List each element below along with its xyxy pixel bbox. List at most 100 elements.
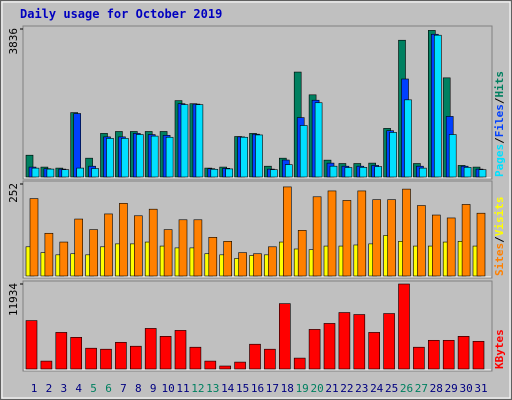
legend-entry: Visits — [493, 197, 506, 237]
bar — [46, 168, 55, 178]
bar — [372, 199, 382, 277]
bar — [476, 212, 486, 277]
bar — [76, 167, 84, 178]
bar — [178, 219, 188, 277]
x-tick-label: 11 — [176, 382, 189, 395]
bar — [70, 337, 82, 370]
bar — [73, 113, 81, 178]
bar — [136, 134, 144, 178]
x-tick-label: 4 — [75, 382, 82, 395]
bar — [338, 312, 351, 370]
bar — [344, 167, 353, 178]
bar — [284, 164, 293, 178]
bar — [100, 348, 112, 370]
bar — [282, 186, 292, 277]
bar — [31, 167, 40, 178]
bar — [238, 252, 247, 277]
bar — [210, 168, 219, 178]
bar — [342, 200, 352, 277]
x-tick-label: 12 — [191, 382, 204, 395]
y-tick-label: 252 — [7, 183, 20, 203]
bar — [327, 190, 337, 277]
bar — [433, 34, 442, 178]
bar — [255, 134, 263, 178]
bar — [374, 166, 383, 178]
bar — [150, 135, 159, 178]
bar — [195, 104, 204, 178]
bar — [189, 346, 202, 370]
bar — [387, 199, 396, 277]
x-tick-label: 21 — [325, 382, 338, 395]
bar — [89, 229, 98, 277]
chart-title: Daily usage for October 2019 — [20, 7, 222, 21]
bar — [413, 346, 425, 370]
bar — [121, 138, 129, 178]
x-tick-label: 8 — [135, 382, 142, 395]
legend-separator: / — [493, 97, 506, 104]
bar — [353, 314, 366, 370]
bar — [448, 134, 457, 178]
x-tick-label: 19 — [296, 382, 309, 395]
x-tick-label: 3 — [60, 382, 67, 395]
x-tick-label: 23 — [355, 382, 368, 395]
x-tick-label: 6 — [105, 382, 112, 395]
x-tick-label: 2 — [46, 382, 53, 395]
x-tick-label: 26 — [400, 382, 413, 395]
bar — [106, 138, 114, 178]
bar — [478, 169, 487, 178]
x-tick-label: 15 — [236, 382, 249, 395]
x-tick-label: 29 — [445, 382, 458, 395]
bar — [29, 198, 39, 277]
bar — [442, 339, 455, 370]
legend: Sites/Visits — [493, 197, 506, 277]
x-tick-label: 16 — [251, 382, 264, 395]
bar — [249, 343, 261, 370]
legend: KBytes — [493, 329, 506, 369]
bar — [115, 341, 127, 370]
legend: Pages/Files/Hits — [493, 71, 506, 177]
bar — [312, 196, 322, 277]
bar — [297, 230, 307, 277]
bar — [368, 332, 381, 370]
x-tick-label: 22 — [340, 382, 353, 395]
bar — [446, 217, 456, 277]
y-tick-label: 11934 — [7, 283, 20, 316]
x-tick-label: 17 — [266, 382, 279, 395]
bar — [74, 218, 83, 277]
bar — [253, 253, 262, 277]
x-tick-label: 30 — [459, 382, 472, 395]
bar — [278, 303, 291, 370]
bar — [234, 361, 246, 370]
bar — [223, 241, 232, 277]
bar — [119, 203, 128, 277]
x-tick-label: 10 — [161, 382, 174, 395]
bar — [180, 104, 189, 178]
x-tick-label: 18 — [281, 382, 294, 395]
bar — [148, 208, 158, 277]
bar — [104, 213, 113, 277]
legend-entry: Sites — [493, 243, 506, 276]
bar — [308, 329, 321, 370]
bar — [25, 320, 38, 370]
bar — [44, 232, 54, 277]
legend-entry: Pages — [493, 144, 506, 177]
bar — [130, 345, 142, 370]
x-tick-label: 27 — [415, 382, 428, 395]
bar — [204, 360, 217, 370]
legend-entry: KBytes — [493, 329, 506, 369]
x-tick-label: 9 — [150, 382, 157, 395]
bar — [174, 330, 187, 370]
x-tick-label: 14 — [221, 382, 235, 395]
bar — [359, 167, 368, 178]
bar — [329, 165, 338, 178]
bar — [463, 167, 472, 178]
bar — [55, 332, 68, 370]
bar — [404, 99, 412, 178]
x-tick-label: 7 — [120, 382, 127, 395]
x-tick-label: 31 — [474, 382, 487, 395]
bar — [457, 336, 470, 370]
bar — [144, 328, 157, 370]
bar — [85, 347, 97, 370]
bar — [299, 125, 308, 178]
